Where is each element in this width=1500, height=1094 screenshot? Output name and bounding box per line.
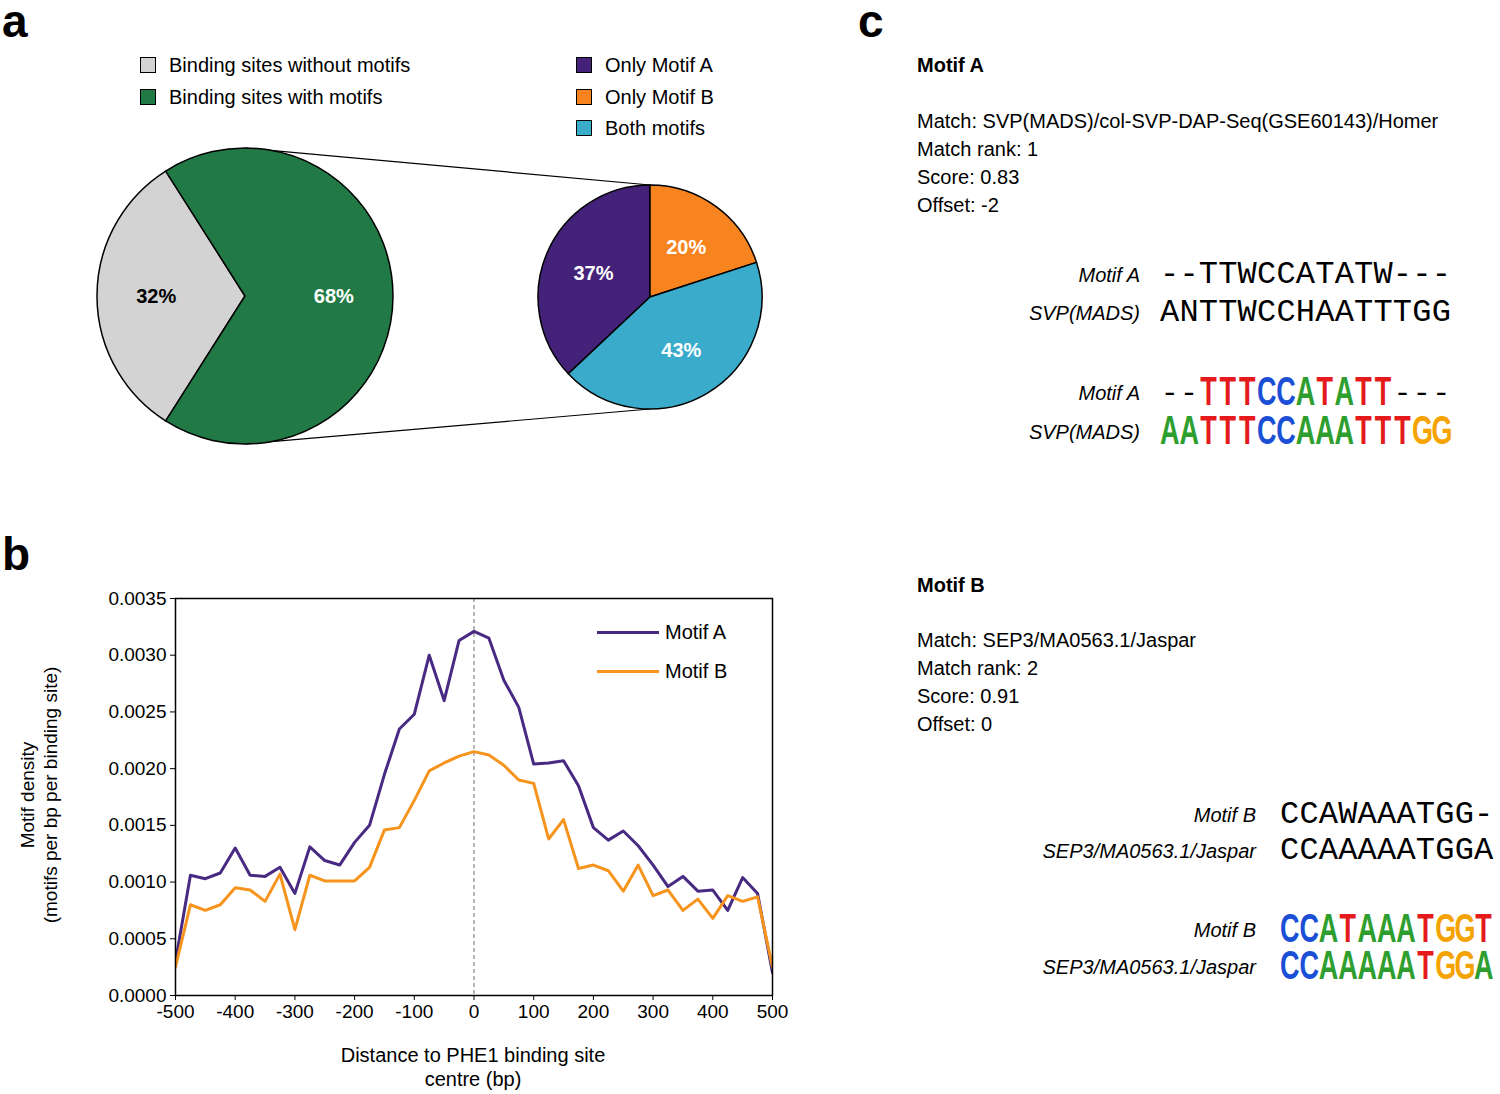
html-text:Offset: 0: Offset: 0	[917, 713, 993, 735]
html-text:A: A	[1473, 942, 1494, 988]
html-text:Motif B: Motif B	[665, 660, 728, 682]
html-text:C C A A A A A T G: C C A A A A A T G	[1280, 942, 1457, 988]
svg-text:0.0030: 0.0030	[108, 644, 166, 665]
html-text:CCAWAAATGG-: CCAWAAATGG-	[1280, 795, 1494, 833]
html-text:b: b	[2, 528, 31, 581]
svg-text:0.0035: 0.0035	[108, 588, 166, 609]
svg-text:100: 100	[518, 1001, 550, 1022]
svg-text:0.0015: 0.0015	[108, 814, 166, 835]
html-text:Motif A: Motif A	[665, 621, 727, 643]
html-text:Match: SEP3/MA0563.1/Jaspar: Match: SEP3/MA0563.1/Jaspar	[917, 629, 1196, 651]
svg-text:32%: 32%	[136, 285, 176, 307]
html-text:Motif density (motifs per bp p: Motif density (motifs per bp per binding…	[17, 666, 61, 924]
html-text:Only Motif B: Only Motif B	[605, 85, 714, 108]
html-text:G: G	[1454, 942, 1476, 988]
html-text:ANTTWCCHAATTTGG: ANTTWCCHAATTTGG	[1160, 293, 1451, 331]
html-text:Motif A: Motif A	[1078, 382, 1140, 404]
html-text:A A T T T C C A A A T T T G: A A T T T C C A A A T T T G	[1160, 407, 1434, 453]
svg-text:0.0010: 0.0010	[108, 871, 166, 892]
html-text:SEP3/MA0563.1/Jaspar: SEP3/MA0563.1/Jaspar	[1042, 840, 1256, 862]
svg-text:400: 400	[697, 1001, 729, 1022]
html-text:Distance to PHE1 binding site: Distance to PHE1 binding site centre (bp…	[340, 1044, 606, 1090]
svg-text:0.0005: 0.0005	[108, 928, 166, 949]
svg-text:20%: 20%	[666, 236, 706, 258]
svg-text:0.0000: 0.0000	[108, 984, 167, 1006]
html-text:SVP(MADS): SVP(MADS)	[1028, 302, 1140, 324]
html-text:Motif B: Motif B	[1193, 919, 1256, 941]
html-text:Binding sites without motifs: Binding sites without motifs	[169, 54, 411, 76]
html-text:C C A T A A A T G: C C A T A A A T G	[1280, 905, 1457, 951]
html-text:Match rank: 2: Match rank: 2	[917, 657, 1039, 679]
svg-text:0.0025: 0.0025	[108, 701, 166, 722]
html-text:G T: G T	[1454, 905, 1492, 951]
html-text:Score: 0.91: Score: 0.91	[917, 685, 1020, 707]
html-text:Score: 0.83: Score: 0.83	[917, 166, 1020, 188]
html-text:--TTWCCATATW---: --TTWCCATATW---	[1160, 255, 1451, 293]
svg-text:200: 200	[578, 1001, 610, 1022]
svg-text:300: 300	[637, 1001, 669, 1022]
html-text:CCAAAAATGGA: CCAAAAATGGA	[1280, 831, 1494, 869]
html-text:Binding sites with motifs: Binding sites with motifs	[169, 85, 383, 108]
html-text:SVP(MADS): SVP(MADS)	[1028, 421, 1140, 443]
html-text:Only Motif A: Only Motif A	[605, 54, 713, 76]
html-text:- -T T T C C A T A T T- - -: - -T T T C C A T A T T- - -	[1160, 368, 1451, 414]
html-text:Match rank: 1: Match rank: 1	[917, 138, 1039, 160]
svg-text:-100: -100	[395, 1001, 433, 1022]
html-text:Offset: -2: Offset: -2	[917, 194, 999, 216]
html-text:Match: SVP(MADS)/col-SVP-DAP-S: Match: SVP(MADS)/col-SVP-DAP-Seq(GSE6014…	[917, 110, 1439, 132]
html-text:G: G	[1431, 407, 1453, 453]
svg-text:-300: -300	[276, 1001, 314, 1022]
svg-text:-200: -200	[336, 1001, 374, 1022]
svg-text:0.0020: 0.0020	[108, 758, 166, 779]
html-text:SEP3/MA0563.1/Jaspar: SEP3/MA0563.1/Jaspar	[1042, 956, 1256, 978]
html-text:Both motifs: Both motifs	[605, 117, 705, 139]
svg-text:37%: 37%	[573, 262, 613, 284]
svg-text:-500: -500	[156, 1001, 194, 1022]
svg-text:-400: -400	[216, 1001, 254, 1022]
svg-text:43%: 43%	[661, 339, 701, 361]
html-text:Motif B: Motif B	[917, 574, 985, 596]
html-text:Motif A: Motif A	[1078, 264, 1140, 286]
html-text:Motif A: Motif A	[917, 54, 984, 76]
svg-text:0: 0	[469, 1001, 480, 1022]
svg-text:500: 500	[757, 1001, 789, 1022]
svg-text:68%: 68%	[314, 285, 354, 307]
html-text:Motif B: Motif B	[1193, 804, 1256, 826]
